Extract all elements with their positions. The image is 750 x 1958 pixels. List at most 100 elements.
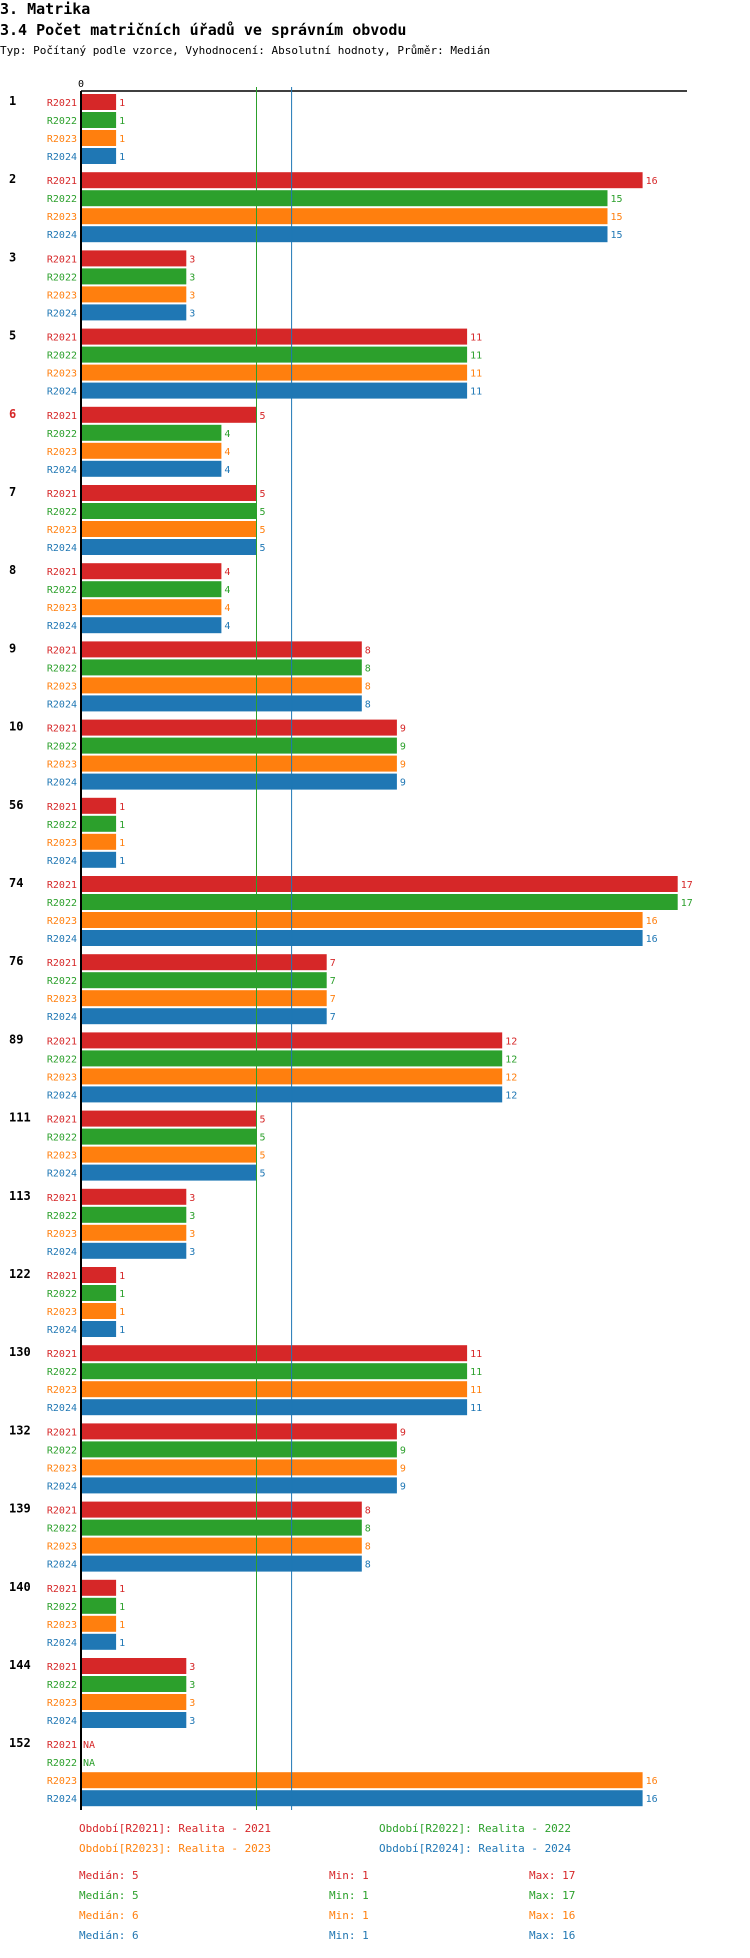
series-row-label: R2023 (47, 994, 77, 1005)
bar-value-label: 8 (365, 699, 371, 710)
bar (81, 1110, 257, 1127)
stat-max-r2022: Max: 17 (529, 1889, 576, 1902)
series-row-label: R2021 (47, 958, 77, 969)
series-row-label: R2023 (47, 1542, 77, 1553)
bar (81, 1555, 362, 1572)
series-row-label: R2021 (47, 254, 77, 265)
bar (81, 1658, 187, 1674)
bar-value-label: 11 (470, 333, 482, 344)
series-row-label: R2023 (47, 1620, 77, 1631)
bar (81, 1285, 117, 1301)
bar-value-label: 12 (505, 1036, 517, 1047)
series-row-label: R2023 (47, 1072, 77, 1083)
category-label: 132 (9, 1423, 31, 1437)
category-label: 74 (9, 876, 23, 890)
stat-min-r2021: Min: 1 (329, 1869, 369, 1882)
bar-value-label: 4 (224, 567, 230, 578)
series-row-label: R2023 (47, 838, 77, 849)
series-row-label: R2023 (47, 1151, 77, 1162)
bar-value-label: 9 (400, 724, 406, 735)
bar-value-label: 5 (260, 525, 266, 536)
chart-subtitle: Typ: Počítaný podle vzorce, Vyhodnocení:… (0, 44, 491, 57)
bar-value-label: 11 (470, 1403, 482, 1414)
series-row-label: R2022 (47, 820, 77, 831)
bar (81, 382, 468, 399)
bar-value-label: 15 (611, 230, 623, 241)
bar (81, 990, 327, 1007)
bar-value-label: 15 (611, 212, 623, 223)
bar (81, 364, 468, 381)
bar-value-label: 8 (365, 681, 371, 692)
bar-value-label: 5 (260, 1151, 266, 1162)
stat-max-r2024: Max: 16 (529, 1929, 576, 1942)
stat-min-r2022: Min: 1 (329, 1889, 369, 1902)
series-row-label: R2021 (47, 1036, 77, 1047)
series-row-label: R2021 (47, 489, 77, 500)
series-row-label: R2023 (47, 212, 77, 223)
bar (81, 972, 327, 989)
series-row-label: R2021 (47, 567, 77, 578)
bar (81, 1267, 117, 1283)
series-row-label: R2021 (47, 1193, 77, 1204)
bar-value-label: 4 (224, 603, 230, 614)
series-row-label: R2022 (47, 351, 77, 362)
series-row-label: R2023 (47, 603, 77, 614)
series-row-label: R2021 (47, 98, 77, 109)
bar (81, 1790, 643, 1807)
bar-value-label: 1 (119, 1602, 125, 1613)
bar (81, 1694, 187, 1710)
series-row-label: R2022 (47, 898, 77, 909)
series-row-label: R2023 (47, 290, 77, 301)
category-label: 76 (9, 954, 23, 968)
bar (81, 930, 643, 946)
bar (81, 659, 362, 676)
bar (81, 1224, 187, 1241)
bar (81, 1537, 362, 1554)
legend-item-r2024: Období[R2024]: Realita - 2024 (379, 1842, 572, 1855)
bar-value-label: 11 (470, 1367, 482, 1378)
category-label: 10 (9, 720, 23, 734)
bar-value-label: 17 (681, 898, 693, 909)
category-label: 2 (9, 172, 16, 186)
bar (81, 1772, 643, 1789)
bar (81, 1441, 397, 1458)
bar-value-label: 16 (646, 176, 658, 187)
bar (81, 1712, 187, 1728)
bar (81, 1242, 187, 1259)
bar-value-label: 16 (646, 934, 658, 945)
series-row-label: R2023 (47, 760, 77, 771)
bar-value-label: 1 (119, 134, 125, 145)
series-row-label: R2024 (47, 1716, 77, 1727)
bar-value-label: 16 (646, 1776, 658, 1787)
bar (81, 1363, 468, 1380)
bar-value-label: 1 (119, 1325, 125, 1336)
series-row-label: R2022 (47, 1367, 77, 1378)
bar-value-label: 7 (330, 1012, 336, 1023)
category-label: 130 (9, 1345, 31, 1359)
bar-value-label: 4 (224, 621, 230, 632)
category-label: 56 (9, 798, 23, 812)
series-row-label: R2022 (47, 116, 77, 127)
series-row-label: R2023 (47, 1385, 77, 1396)
series-row-label: R2024 (47, 1403, 77, 1414)
bar-value-label: 5 (260, 1115, 266, 1126)
series-row-label: R2022 (47, 742, 77, 753)
bar-value-label: 3 (189, 254, 195, 265)
bar-value-label: 8 (365, 1524, 371, 1535)
bar (81, 1146, 257, 1163)
bar-value-label: 8 (365, 1560, 371, 1571)
series-row-label: R2023 (47, 447, 77, 458)
bar-value-label: 1 (119, 1289, 125, 1300)
bar-value-label: 3 (189, 272, 195, 283)
bar-value-label: 1 (119, 856, 125, 867)
series-row-label: R2024 (47, 1012, 77, 1023)
bar-value-label: 11 (470, 1349, 482, 1360)
series-row-label: R2021 (47, 645, 77, 656)
series-row-label: R2024 (47, 1638, 77, 1649)
series-row-label: R2024 (47, 1481, 77, 1492)
stat-min-r2024: Min: 1 (329, 1929, 369, 1942)
series-row-label: R2022 (47, 1445, 77, 1456)
bar-value-label: 16 (646, 1794, 658, 1805)
series-row-label: R2023 (47, 1776, 77, 1787)
bar-value-label: 15 (611, 194, 623, 205)
